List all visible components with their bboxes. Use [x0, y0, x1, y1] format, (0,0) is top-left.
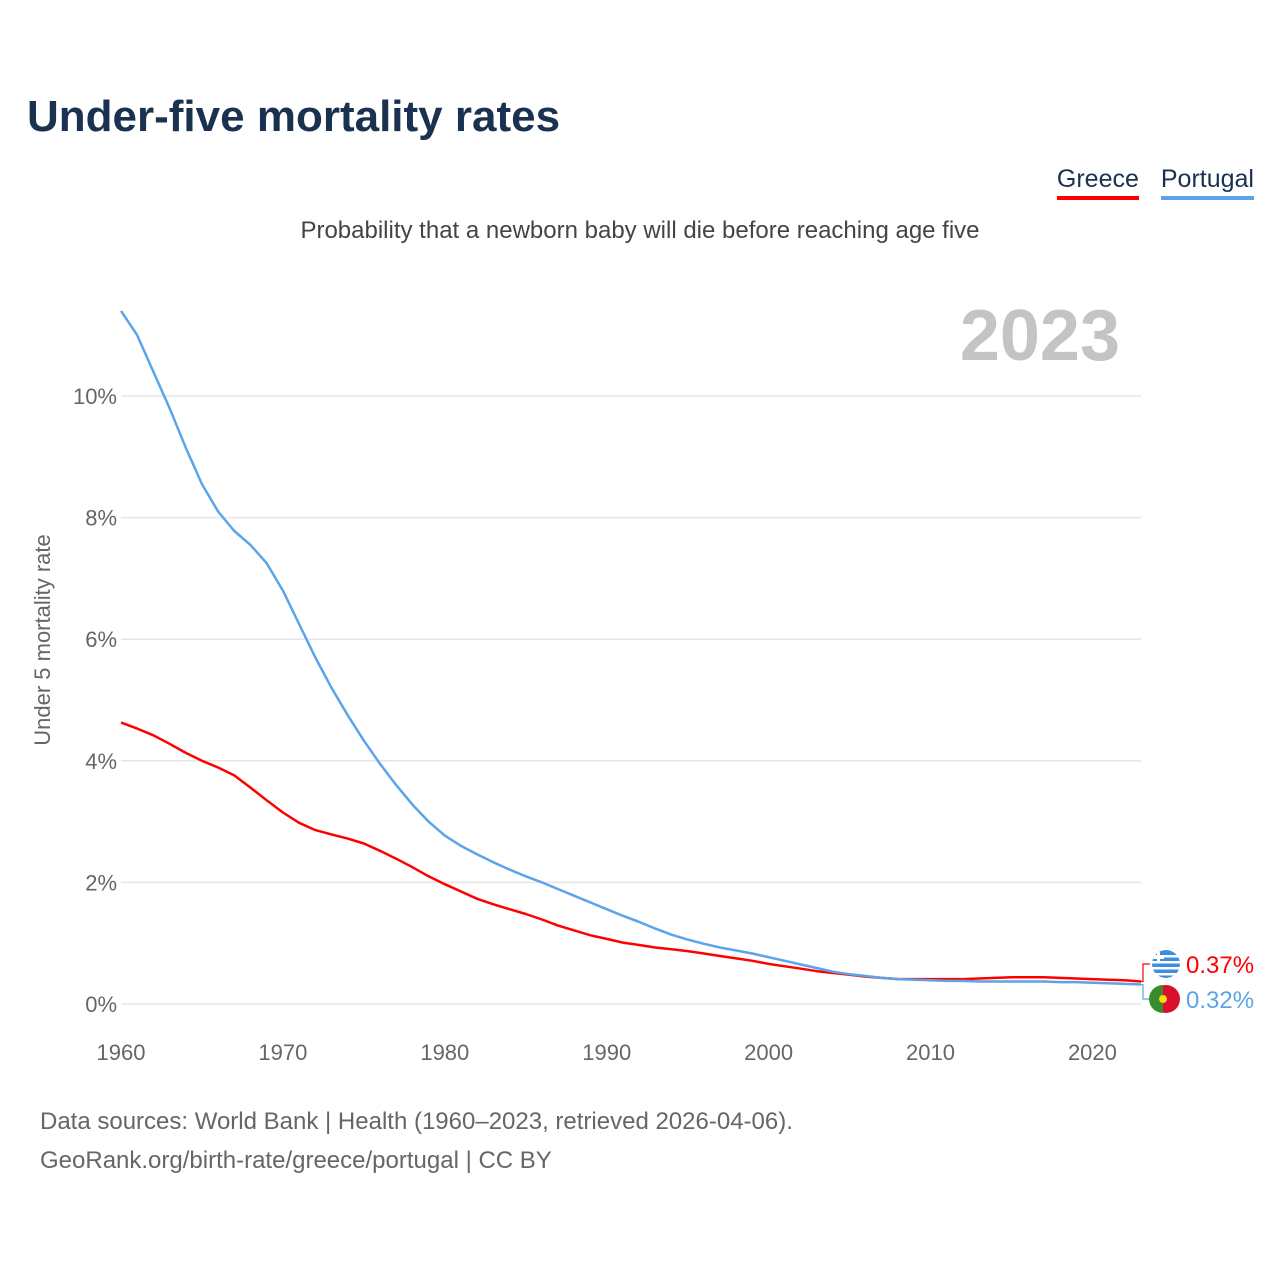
y-tick-label: 0% [85, 992, 117, 1017]
legend-portugal[interactable]: Portugal [1160, 165, 1254, 200]
x-tick-label: 2000 [744, 1040, 793, 1065]
series-line-greece [120, 721, 1142, 983]
end-value-label: 0.32% [1186, 987, 1254, 1014]
end-value-label: 0.37% [1186, 952, 1254, 979]
chart-subtitle: Probability that a newborn baby will die… [300, 217, 980, 244]
legend-greece[interactable]: Greece [1056, 165, 1139, 200]
flag-stripe [1152, 967, 1180, 970]
y-tick-label: 4% [85, 749, 117, 774]
y-tick-label: 6% [85, 627, 117, 652]
legend: Greece Portugal [1056, 165, 1254, 200]
x-tick-label: 2020 [1068, 1040, 1117, 1065]
source-link[interactable]: GeoRank.org/birth-rate/greece/portugal |… [40, 1147, 552, 1174]
flag-stripe [1152, 973, 1180, 976]
x-tick-label: 2010 [906, 1040, 955, 1065]
x-tick-label: 1970 [258, 1040, 307, 1065]
series-line-portugal [119, 310, 1142, 986]
y-tick-label: 10% [73, 384, 117, 409]
label-connector [1141, 963, 1150, 983]
flag-stripe [1152, 955, 1180, 958]
x-tick-label: 1960 [97, 1040, 146, 1065]
source-line: Data sources: World Bank | Health (1960–… [40, 1108, 793, 1135]
x-tick-label: 1990 [582, 1040, 631, 1065]
flag-green [1149, 985, 1163, 1013]
flag-stripe [1152, 961, 1180, 964]
label-connector [1141, 983, 1150, 1000]
y-axis-label: Under 5 mortality rate [30, 534, 55, 746]
year-label: 2023 [960, 296, 1120, 376]
chart-title: Under-five mortality rates [27, 92, 561, 141]
x-tick-label: 1980 [420, 1040, 469, 1065]
y-tick-label: 2% [85, 870, 117, 895]
flag-emblem [1159, 995, 1167, 1003]
y-tick-label: 8% [85, 506, 117, 531]
flag-cross [1153, 956, 1164, 959]
